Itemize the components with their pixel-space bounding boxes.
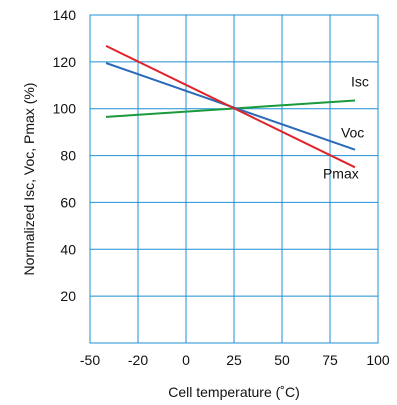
y-tick-label: 60 <box>60 194 76 210</box>
y-tick-label: 120 <box>53 54 77 70</box>
x-tick-label: -50 <box>80 352 100 368</box>
x-tick-label: 100 <box>366 352 390 368</box>
y-tick-label: 140 <box>53 7 77 23</box>
y-tick-label: 100 <box>53 101 77 117</box>
series-label-voc: Voc <box>341 125 364 141</box>
x-tick-label: 75 <box>322 352 338 368</box>
y-tick-label: 20 <box>60 288 76 304</box>
y-axis-ticks: 20 40 60 80 100 120 140 <box>53 7 77 304</box>
series-label-isc: Isc <box>351 74 369 90</box>
series-line-isc <box>105 99 356 118</box>
y-axis-title: Normalized Isc, Voc, Pmax (%) <box>21 83 37 276</box>
x-axis-ticks: -50 -20 0 25 50 75 100 <box>80 352 390 368</box>
y-tick-label: 40 <box>60 241 76 257</box>
plot-frame <box>89 14 379 344</box>
y-tick-label: 80 <box>60 148 76 164</box>
series-label-pmax: Pmax <box>323 165 359 181</box>
x-tick-label: -20 <box>128 352 148 368</box>
x-tick-label: 50 <box>274 352 290 368</box>
x-tick-label: 25 <box>226 352 242 368</box>
series: Isc Voc Pmax <box>105 45 369 181</box>
x-axis-title: Cell temperature (˚C) <box>168 384 299 400</box>
x-tick-label: 0 <box>182 352 190 368</box>
series-line-pmax <box>105 45 356 169</box>
